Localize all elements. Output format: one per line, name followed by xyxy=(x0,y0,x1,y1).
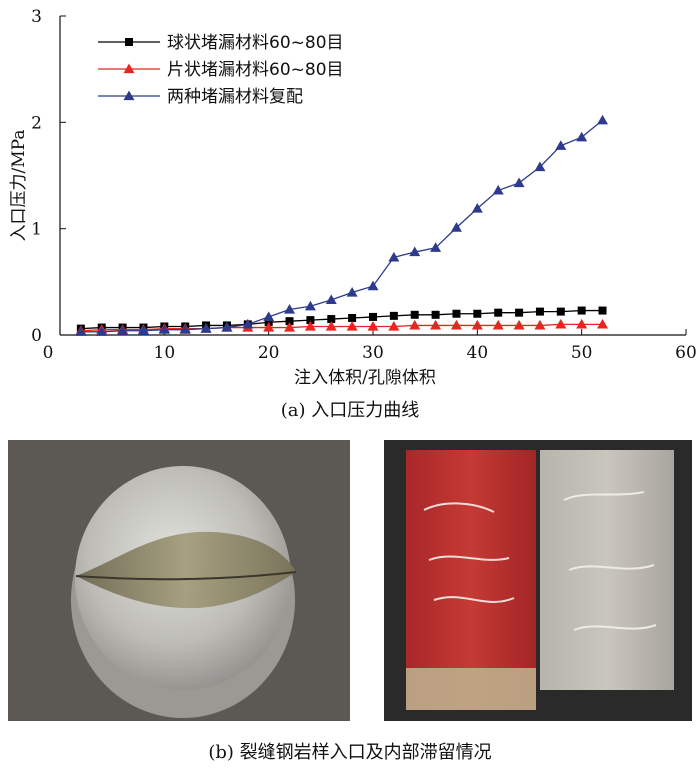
data-point xyxy=(306,316,315,325)
x-tick-label: 50 xyxy=(571,343,593,363)
y-axis-label: 入口压力/MPa xyxy=(9,130,29,242)
legend-entry: 片状堵漏材料60~80目 xyxy=(98,60,344,80)
data-point xyxy=(430,242,442,252)
data-point xyxy=(325,294,337,305)
data-point xyxy=(473,309,482,318)
x-tick-label: 20 xyxy=(258,343,280,363)
figure-caption-b: (b) 裂缝钢岩样入口及内部滞留情况 xyxy=(208,742,492,763)
data-point xyxy=(221,322,233,332)
x-axis-label: 注入体积/孔隙体积 xyxy=(294,368,436,388)
legend-label: 两种堵漏材料复配 xyxy=(167,87,303,107)
pressure-chart: 0 10 20 30 40 50 60 0 1 2 3 注入体积/孔隙体积 入口压力/MPa 球状堵漏材… xyxy=(9,7,697,388)
data-point xyxy=(242,318,254,329)
data-point xyxy=(284,322,296,332)
data-point xyxy=(597,114,609,125)
data-point xyxy=(409,246,421,257)
data-point xyxy=(471,319,483,330)
data-point xyxy=(367,320,379,331)
data-point xyxy=(534,319,546,330)
data-point xyxy=(471,202,483,213)
data-point xyxy=(409,319,421,330)
data-point xyxy=(556,307,565,316)
data-point xyxy=(96,326,108,336)
data-point xyxy=(284,303,296,314)
data-point xyxy=(325,320,337,331)
x-tick-label: 40 xyxy=(467,343,489,363)
data-point xyxy=(285,317,294,326)
data-point xyxy=(346,320,358,331)
data-point xyxy=(263,311,275,322)
legend-marker xyxy=(123,63,135,74)
data-point xyxy=(179,324,191,334)
data-point xyxy=(598,306,607,315)
data-point xyxy=(534,161,546,172)
series-3 xyxy=(75,114,609,336)
y-tick-label: 3 xyxy=(31,7,42,27)
data-point xyxy=(75,326,87,336)
series-line xyxy=(80,119,603,333)
x-tick-label: 30 xyxy=(362,343,384,363)
y-tick-label: 0 xyxy=(31,326,42,346)
y-tick-label: 2 xyxy=(31,113,42,133)
data-point xyxy=(158,324,170,334)
legend-marker xyxy=(123,90,135,101)
data-point xyxy=(263,322,275,332)
data-point xyxy=(450,222,462,232)
data-point xyxy=(348,313,357,322)
data-point xyxy=(304,300,316,311)
data-point xyxy=(494,308,503,317)
specimen-interior-photo xyxy=(384,440,692,721)
legend-label: 球状堵漏材料60~80目 xyxy=(167,33,344,53)
x-tick-label: 0 xyxy=(43,343,54,363)
data-point xyxy=(388,320,400,331)
y-tick-label: 1 xyxy=(31,220,42,240)
data-point xyxy=(200,323,212,333)
specimen-inlet-photo xyxy=(8,440,350,721)
data-point xyxy=(410,310,419,319)
chart-axes: 0 10 20 30 40 50 60 0 1 2 3 注入体积/孔隙体积 入口压力/MPa xyxy=(9,7,697,388)
data-point xyxy=(515,308,524,317)
data-point xyxy=(535,307,544,316)
legend-marker xyxy=(125,38,133,46)
data-point xyxy=(431,310,440,319)
data-point xyxy=(450,319,462,330)
legend-entry: 球状堵漏材料60~80目 xyxy=(98,33,344,53)
series-line xyxy=(80,323,603,332)
chart-series xyxy=(75,114,609,336)
data-point xyxy=(555,140,567,150)
data-point xyxy=(555,318,567,329)
data-point xyxy=(367,280,379,291)
data-point xyxy=(492,184,504,195)
data-point xyxy=(492,319,504,330)
data-point xyxy=(430,319,442,330)
legend-entry: 两种堵漏材料复配 xyxy=(98,87,303,107)
data-point xyxy=(513,319,525,330)
data-point xyxy=(117,325,129,335)
x-tick-label: 60 xyxy=(675,343,697,363)
data-point xyxy=(304,320,316,331)
data-point xyxy=(137,325,149,335)
x-tick-label: 10 xyxy=(154,343,176,363)
data-point xyxy=(577,306,586,315)
data-point xyxy=(346,286,358,297)
data-point xyxy=(576,318,588,329)
data-point xyxy=(513,177,525,188)
figure-caption-a: (a) 入口压力曲线 xyxy=(280,400,420,421)
data-point xyxy=(452,309,461,318)
data-point xyxy=(597,318,609,329)
data-point xyxy=(576,131,588,142)
legend-label: 片状堵漏材料60~80目 xyxy=(167,60,344,80)
data-point xyxy=(369,312,377,321)
data-point xyxy=(388,251,400,262)
data-point xyxy=(327,315,336,324)
data-point xyxy=(389,311,398,320)
